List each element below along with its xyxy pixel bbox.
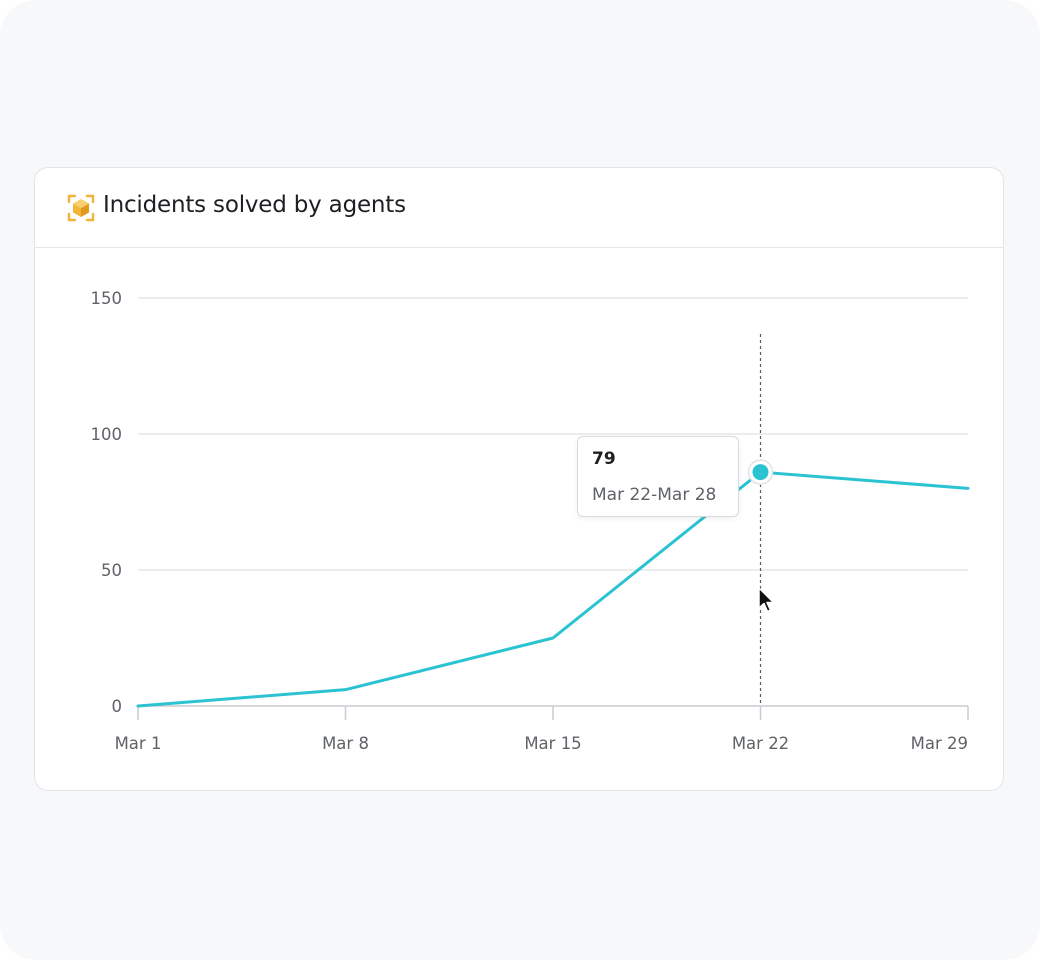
x-axis-labels: Mar 1 Mar 8 Mar 15 Mar 22 Mar 29 — [115, 734, 968, 753]
x-tick-label: Mar 1 — [115, 734, 162, 753]
y-axis-labels: 150 100 50 0 — [91, 289, 123, 716]
y-tick-label: 50 — [101, 561, 122, 580]
mouse-cursor-icon — [758, 587, 775, 613]
x-tick-label: Mar 22 — [732, 734, 789, 753]
grid-lines — [138, 297, 968, 571]
x-tick-label: Mar 29 — [911, 734, 968, 753]
y-tick-label: 100 — [91, 425, 123, 444]
x-axis — [137, 705, 969, 720]
series-line — [136, 470, 970, 708]
y-tick-label: 0 — [112, 697, 123, 716]
tooltip-value: 79 — [592, 449, 616, 469]
tooltip-date-range: Mar 22-Mar 28 — [592, 485, 717, 505]
x-tick-label: Mar 8 — [322, 734, 369, 753]
data-tooltip: 79 Mar 22-Mar 28 — [577, 436, 739, 517]
agent-cube-icon — [67, 194, 95, 222]
chart-title: Incidents solved by agents — [103, 192, 406, 218]
y-tick-label: 150 — [91, 289, 123, 308]
hover-point[interactable] — [752, 464, 769, 481]
x-tick-label: Mar 15 — [524, 734, 581, 753]
card-header: Incidents solved by agents — [35, 168, 1003, 248]
